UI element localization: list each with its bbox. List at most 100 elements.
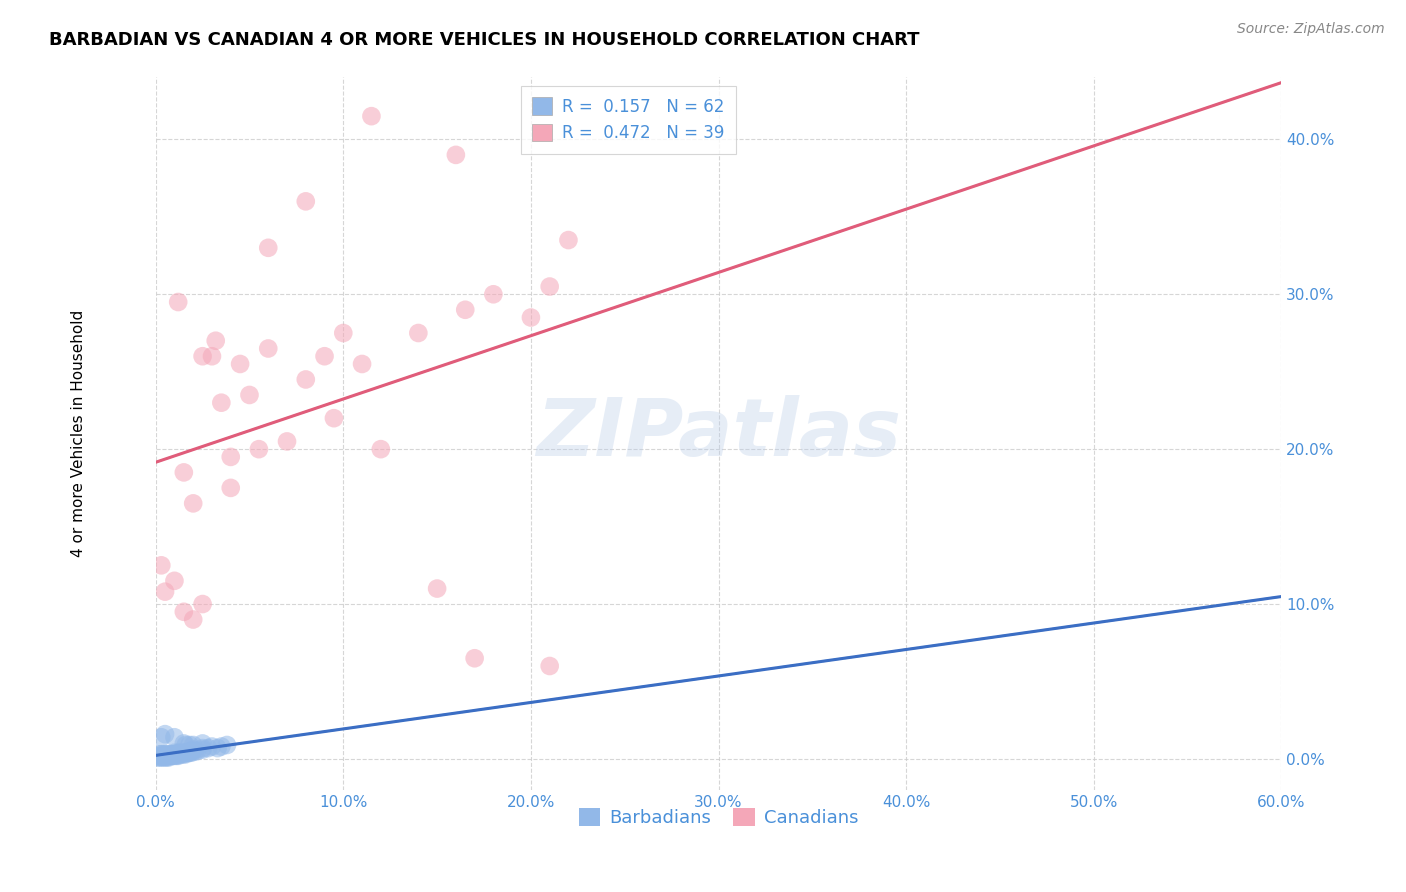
Point	[156, 747, 179, 762]
Point	[167, 747, 190, 762]
Point	[157, 748, 180, 763]
Point	[153, 750, 176, 764]
Point	[152, 747, 174, 762]
Point	[191, 742, 214, 756]
Text: BARBADIAN VS CANADIAN 4 OR MORE VEHICLES IN HOUSEHOLD CORRELATION CHART: BARBADIAN VS CANADIAN 4 OR MORE VEHICLES…	[49, 31, 920, 49]
Point	[162, 747, 184, 762]
Point	[148, 747, 170, 762]
Point	[173, 605, 195, 619]
Point	[179, 738, 201, 752]
Point	[174, 747, 197, 762]
Point	[157, 747, 180, 762]
Point	[186, 744, 208, 758]
Point	[153, 727, 176, 741]
Point	[169, 747, 191, 762]
Point	[557, 233, 579, 247]
Point	[174, 738, 197, 752]
Point	[181, 742, 204, 756]
Point	[229, 357, 252, 371]
Point	[179, 746, 201, 760]
Point	[169, 746, 191, 760]
Text: ZIPatlas: ZIPatlas	[536, 394, 901, 473]
Point	[294, 372, 316, 386]
Point	[153, 747, 176, 762]
Point	[163, 731, 186, 745]
Point	[201, 739, 224, 754]
Point	[408, 326, 430, 340]
Point	[156, 750, 179, 764]
Point	[197, 741, 219, 756]
Point	[360, 109, 382, 123]
Point	[179, 744, 201, 758]
Point	[173, 466, 195, 480]
Point	[180, 746, 202, 760]
Point	[191, 597, 214, 611]
Point	[201, 349, 224, 363]
Point	[215, 738, 238, 752]
Point	[538, 659, 561, 673]
Point	[174, 746, 197, 760]
Point	[538, 279, 561, 293]
Point	[159, 748, 181, 763]
Point	[156, 748, 179, 763]
Point	[148, 750, 170, 764]
Point	[219, 481, 242, 495]
Point	[165, 748, 187, 763]
Point	[276, 434, 298, 449]
Point	[176, 746, 198, 760]
Point	[181, 613, 204, 627]
Point	[150, 750, 173, 764]
Point	[153, 748, 176, 763]
Point	[167, 746, 190, 760]
Text: Source: ZipAtlas.com: Source: ZipAtlas.com	[1237, 22, 1385, 37]
Point	[152, 748, 174, 763]
Point	[464, 651, 486, 665]
Point	[247, 442, 270, 457]
Point	[181, 744, 204, 758]
Point	[322, 411, 344, 425]
Point	[520, 310, 543, 325]
Point	[173, 746, 195, 760]
Point	[191, 349, 214, 363]
Point	[184, 744, 207, 758]
Point	[191, 736, 214, 750]
Point	[444, 148, 467, 162]
Point	[170, 746, 193, 760]
Point	[152, 750, 174, 764]
Point	[159, 747, 181, 762]
Point	[370, 442, 392, 457]
Point	[209, 395, 232, 409]
Point	[352, 357, 374, 371]
Point	[157, 750, 180, 764]
Point	[257, 241, 280, 255]
Point	[170, 747, 193, 762]
Point	[454, 302, 477, 317]
Point	[173, 747, 195, 762]
Legend: Barbadians, Canadians: Barbadians, Canadians	[572, 800, 866, 834]
Point	[181, 496, 204, 510]
Point	[314, 349, 336, 363]
Point	[150, 731, 173, 745]
Point	[257, 342, 280, 356]
Point	[162, 748, 184, 763]
Point	[150, 747, 173, 762]
Point	[146, 748, 169, 763]
Point	[219, 450, 242, 464]
Point	[167, 748, 190, 763]
Point	[173, 736, 195, 750]
Y-axis label: 4 or more Vehicles in Household: 4 or more Vehicles in Household	[72, 310, 86, 558]
Point	[150, 748, 173, 763]
Point	[426, 582, 449, 596]
Point	[153, 584, 176, 599]
Point	[163, 747, 186, 762]
Point	[167, 295, 190, 310]
Point	[332, 326, 354, 340]
Point	[150, 558, 173, 573]
Point	[209, 739, 232, 754]
Point	[163, 746, 186, 760]
Point	[294, 194, 316, 209]
Point	[204, 334, 226, 348]
Point	[163, 748, 186, 763]
Point	[181, 738, 204, 752]
Point	[191, 741, 214, 756]
